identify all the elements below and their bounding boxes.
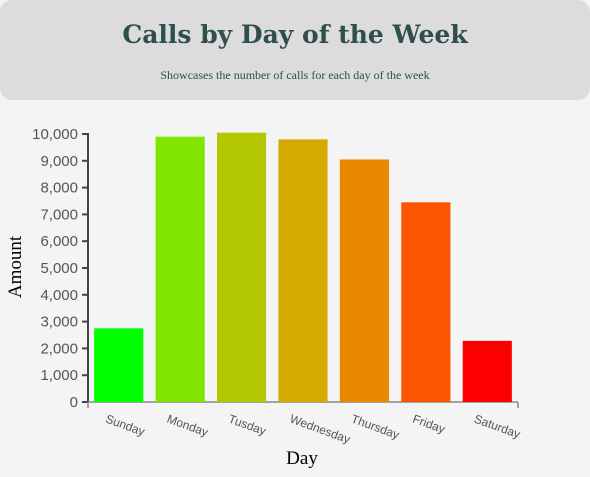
x-tick-label: Thursday bbox=[349, 412, 401, 442]
bars bbox=[94, 132, 512, 403]
x-tick-label: Saturday bbox=[472, 412, 522, 442]
bar-thursday[interactable] bbox=[339, 159, 389, 402]
y-tick-label: 1,000 bbox=[40, 367, 78, 384]
bar-friday[interactable] bbox=[401, 202, 451, 402]
x-axis-title: Day bbox=[286, 448, 318, 469]
y-tick-label: 4,000 bbox=[40, 287, 78, 304]
x-tick-label: Friday bbox=[411, 412, 447, 437]
bar-monday[interactable] bbox=[155, 136, 205, 402]
y-tick-label: 2,000 bbox=[40, 340, 78, 357]
x-tick-label: Tusday bbox=[227, 412, 268, 438]
x-tick-label: Monday bbox=[165, 412, 210, 440]
y-axis: 0 1,000 2,000 3,000 4,000 5,000 6,000 7,000 8,00… bbox=[32, 126, 89, 411]
y-tick-label: 3,000 bbox=[40, 314, 78, 331]
y-tick-label: 0 bbox=[70, 394, 78, 411]
y-tick-label: 9,000 bbox=[40, 153, 78, 170]
y-tick-label: 5,000 bbox=[40, 260, 78, 277]
bar-sunday[interactable] bbox=[94, 328, 144, 402]
x-tick-label: Wednesday bbox=[288, 412, 352, 447]
y-tick-label: 10,000 bbox=[32, 126, 78, 143]
y-axis-title: Amount bbox=[5, 235, 26, 298]
bar-wednesday[interactable] bbox=[278, 139, 328, 403]
bar-tusday[interactable] bbox=[217, 132, 267, 402]
x-tick-label: Sunday bbox=[104, 412, 147, 439]
header-panel: Calls by Day of the Week Showcases the n… bbox=[0, 0, 590, 100]
bar-saturday[interactable] bbox=[462, 340, 512, 402]
y-tick-label: 7,000 bbox=[40, 206, 78, 223]
y-tick-label: 6,000 bbox=[40, 233, 78, 250]
chart-subtitle: Showcases the number of calls for each d… bbox=[160, 68, 430, 82]
chart-title: Calls by Day of the Week bbox=[122, 20, 468, 49]
y-tick-label: 8,000 bbox=[40, 180, 78, 197]
